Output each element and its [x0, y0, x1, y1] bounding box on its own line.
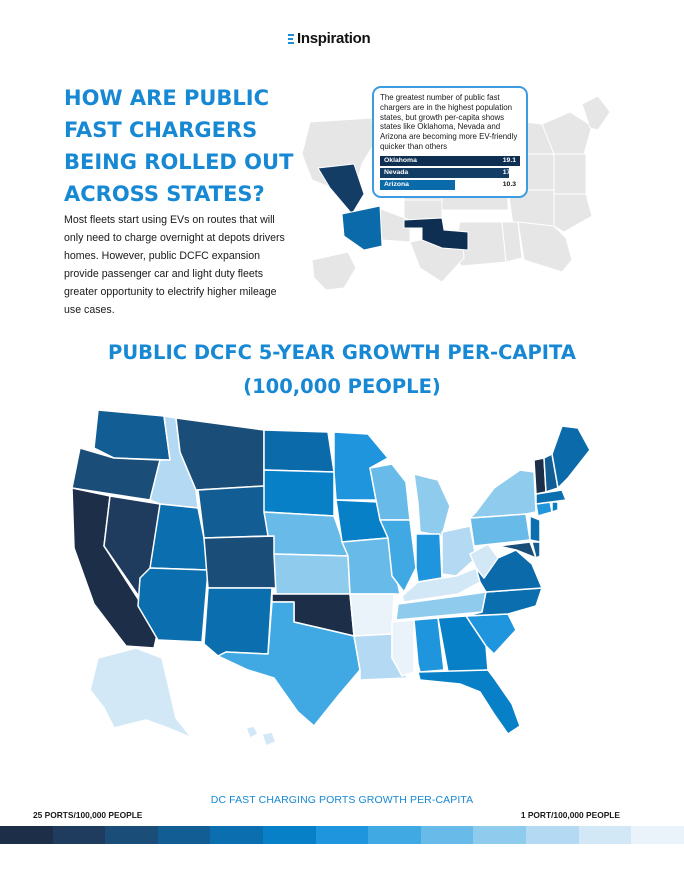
- legend-swatch: [526, 826, 579, 844]
- callout-bar-row: Oklahoma 19.1: [380, 155, 520, 166]
- state-kansas: [273, 553, 351, 595]
- state-north-dakota: [263, 429, 335, 473]
- callout-bar-label: Arizona: [384, 180, 409, 188]
- legend-swatch: [368, 826, 421, 844]
- legend-swatch: [0, 826, 53, 844]
- state-nebraska: [263, 511, 349, 557]
- callout-bar-chart: Oklahoma 19.1 Nevada 17.6 Arizona 10.3: [380, 155, 520, 190]
- state-massachusetts: [535, 489, 567, 505]
- state-new-york: [469, 469, 537, 519]
- legend-swatch: [263, 826, 316, 844]
- callout-bar-value: 10.3: [502, 180, 516, 188]
- state-west-virginia: [469, 543, 499, 579]
- legend-max-label: 25 PORTS/100,000 PEOPLE: [33, 810, 143, 820]
- legend-swatch: [473, 826, 527, 844]
- brand-name: Inspiration: [297, 30, 371, 47]
- callout-bar-row: Nevada 17.6: [380, 167, 520, 178]
- legend-swatch: [631, 826, 684, 844]
- callout-bar-value: 17.6: [502, 168, 516, 176]
- state-new-mexico: [203, 587, 273, 657]
- page-headline: HOW ARE PUBLIC FAST CHARGERS BEING ROLLE…: [64, 86, 294, 206]
- legend-swatch: [105, 826, 158, 844]
- legend-swatch: [578, 826, 632, 844]
- legend-swatch: [315, 826, 369, 844]
- state-mississippi: [391, 619, 415, 677]
- callout-bar-value: 19.1: [502, 156, 516, 164]
- legend-color-scale: [0, 826, 684, 844]
- state-wyoming: [197, 485, 269, 539]
- legend-swatch: [420, 826, 474, 844]
- state-ohio: [441, 525, 477, 577]
- state-utah: [149, 503, 209, 571]
- callout-bar-row: Arizona 10.3: [380, 179, 520, 190]
- state-indiana: [415, 533, 443, 583]
- map-title: PUBLIC DCFC 5-YEAR GROWTH PER-CAPITA (10…: [108, 341, 576, 398]
- callout-bar: [380, 179, 456, 190]
- callout-bar-label: Nevada: [384, 168, 409, 176]
- state-alaska: [89, 647, 193, 739]
- state-hawaii: [245, 725, 277, 747]
- callout-text: The greatest number of public fast charg…: [380, 93, 518, 151]
- brand-logo: Inspiration: [288, 30, 371, 47]
- state-georgia: [437, 615, 489, 673]
- stacked-lines-logo-icon: [288, 33, 294, 44]
- state-arizona: [137, 567, 209, 643]
- legend-min-label: 1 PORT/100,000 PEOPLE: [520, 810, 620, 820]
- legend-title: DC FAST CHARGING PORTS GROWTH PER-CAPITA: [210, 794, 474, 806]
- legend-swatch: [52, 826, 106, 844]
- us-choropleth-map: [71, 409, 591, 747]
- callout-bar-label: Oklahoma: [384, 156, 417, 164]
- state-new-jersey: [529, 515, 541, 543]
- callout-bar: [380, 167, 509, 178]
- state-rhode-island: [551, 501, 559, 513]
- state-south-dakota: [263, 469, 335, 517]
- state-illinois: [379, 519, 417, 593]
- legend-swatch: [210, 826, 264, 844]
- state-arkansas: [349, 593, 395, 637]
- state-washington: [93, 409, 171, 461]
- state-colorado: [203, 535, 277, 589]
- legend-swatch: [157, 826, 211, 844]
- state-pennsylvania: [469, 513, 531, 547]
- state-michigan: [413, 473, 451, 537]
- insight-callout: The greatest number of public fast charg…: [372, 86, 528, 198]
- state-florida: [417, 669, 521, 735]
- callout-bar: [380, 155, 520, 166]
- intro-paragraph: Most fleets start using EVs on routes th…: [64, 214, 285, 316]
- state-maine: [551, 425, 591, 489]
